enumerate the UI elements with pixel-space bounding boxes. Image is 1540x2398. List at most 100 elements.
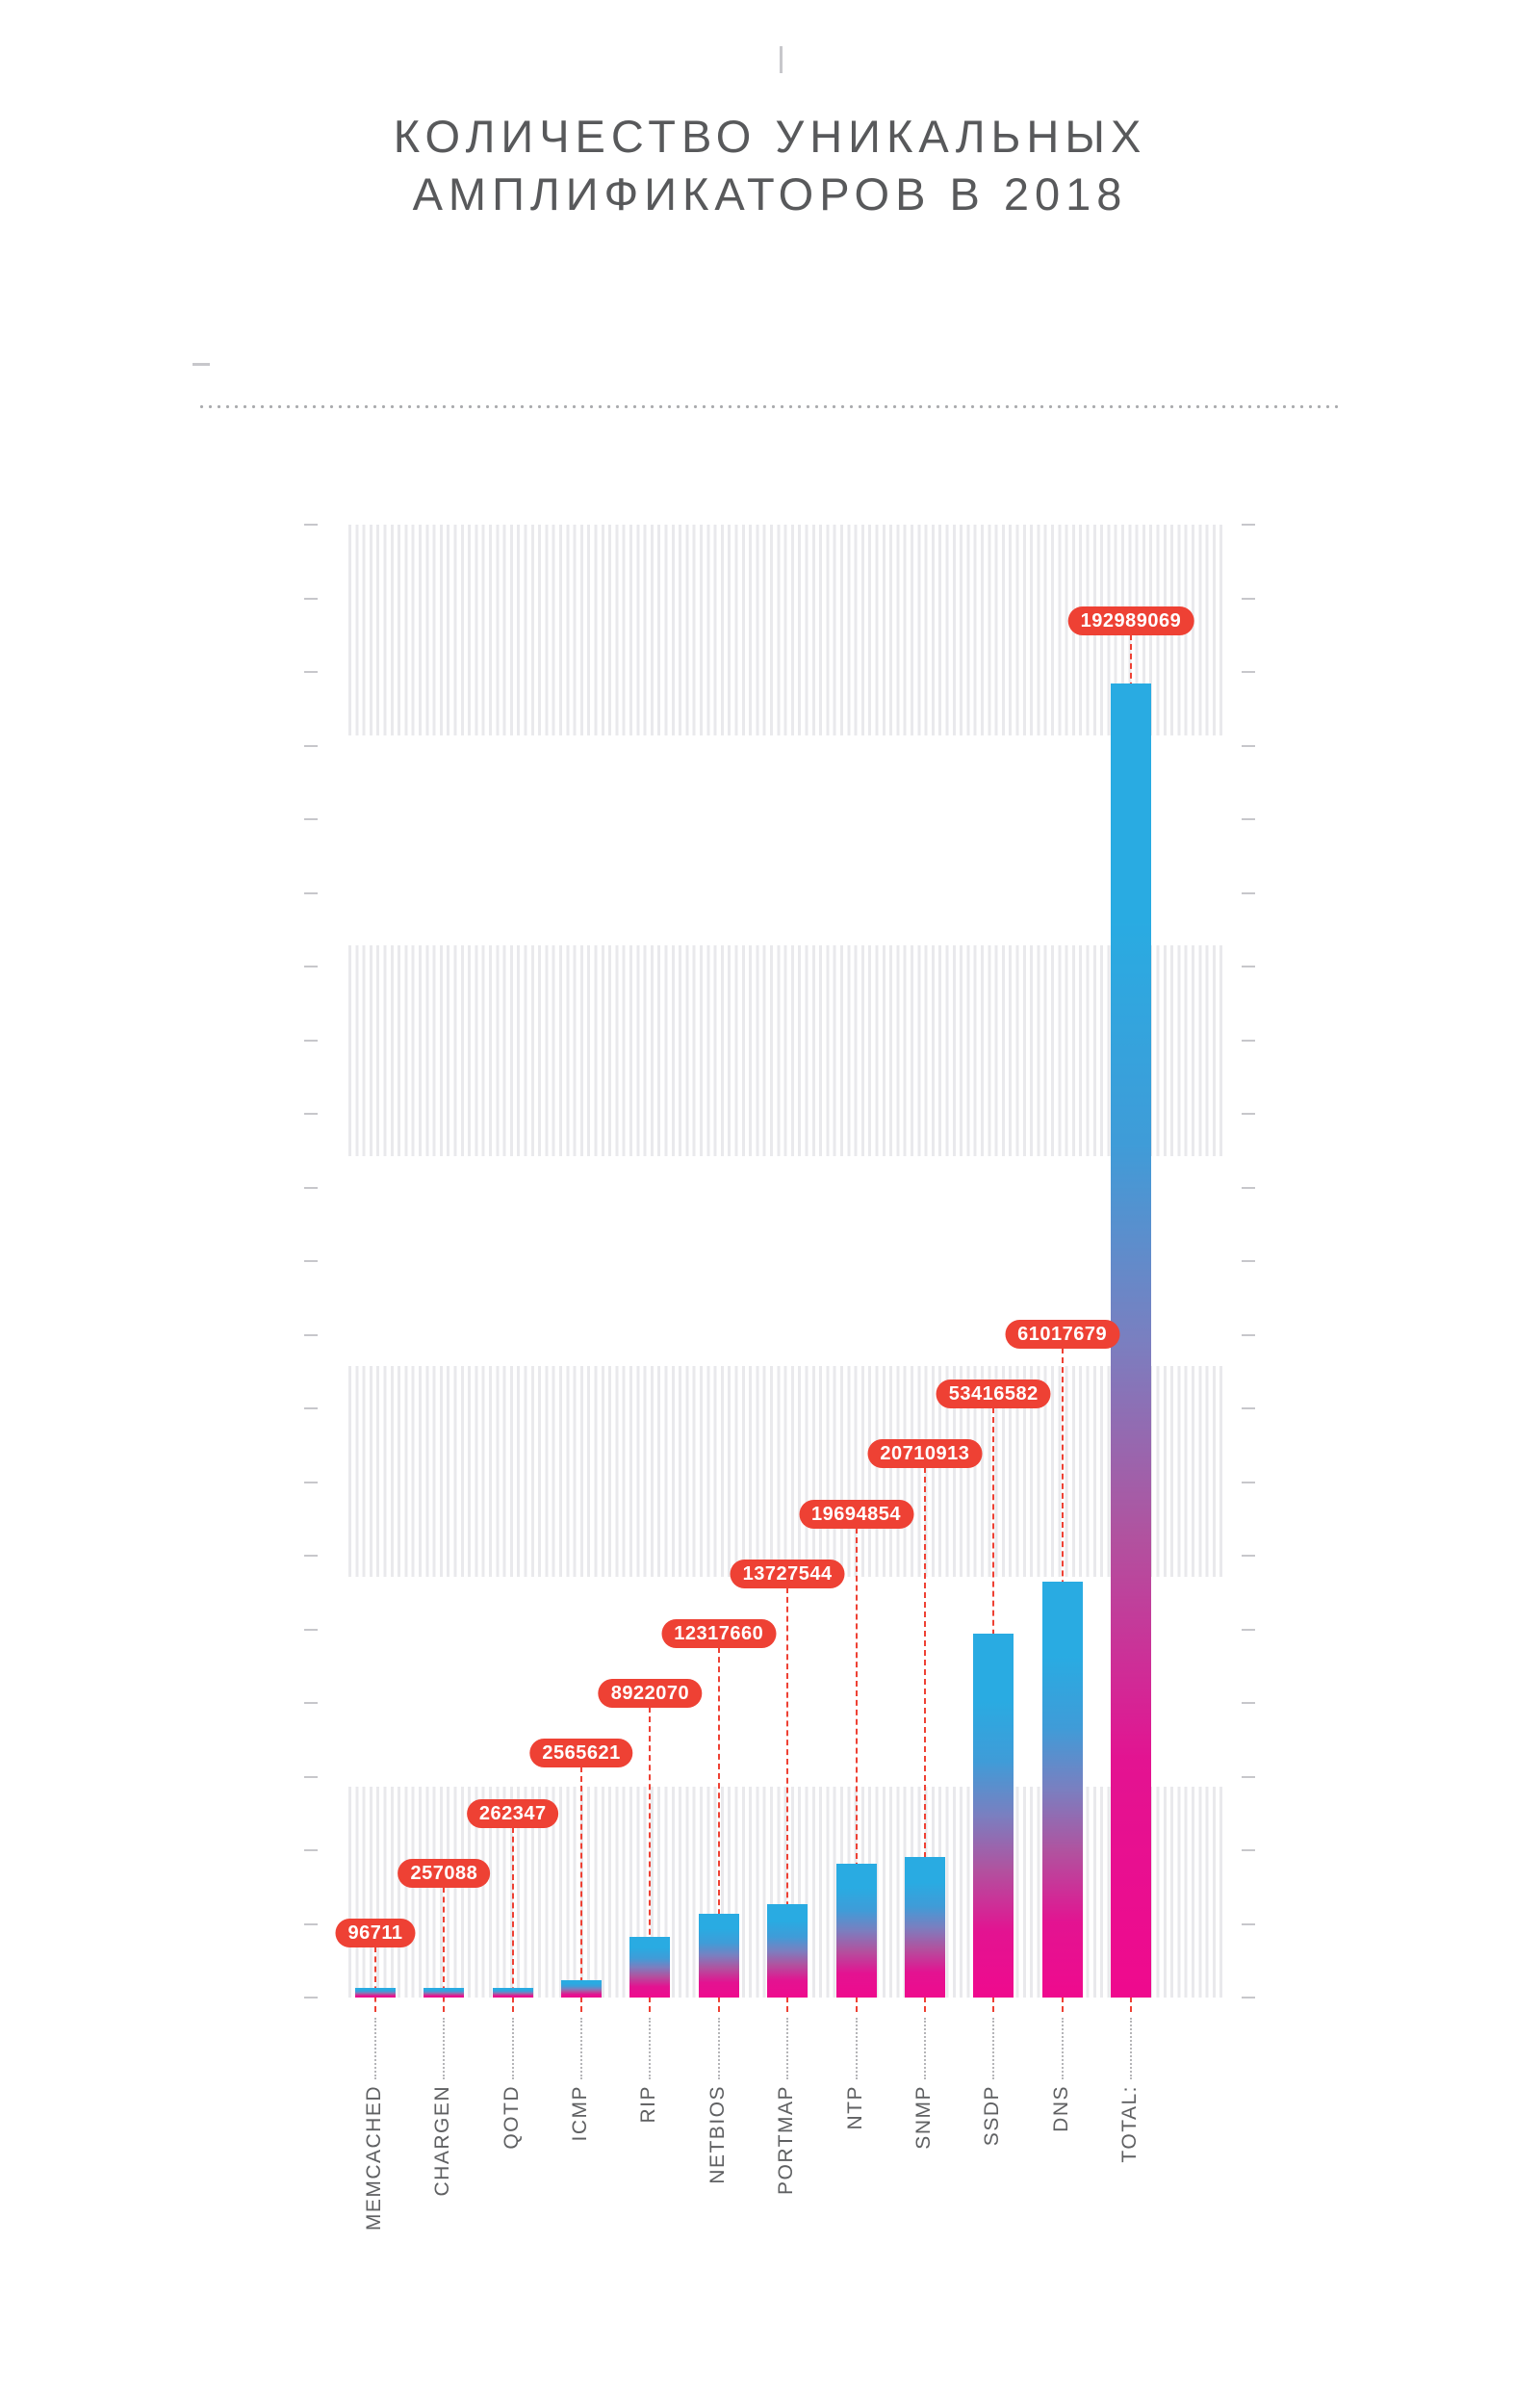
category-leader-line bbox=[992, 2018, 995, 2079]
left-axis-tick bbox=[304, 966, 318, 967]
right-axis-tick bbox=[1242, 1775, 1255, 1778]
registration-mark-left bbox=[192, 363, 210, 366]
bar bbox=[835, 1863, 877, 1998]
bar bbox=[424, 1988, 465, 1998]
left-axis-tick bbox=[304, 1113, 318, 1115]
chart-title-line2: АМПЛИФИКАТОРОВ В 2018 bbox=[412, 168, 1128, 219]
badge-leader-line bbox=[855, 1527, 858, 2012]
category-label: QOTD bbox=[500, 2085, 523, 2150]
category-leader-line bbox=[580, 2018, 583, 2079]
bar bbox=[1041, 1582, 1083, 1998]
right-axis-tick bbox=[1242, 891, 1255, 894]
bar bbox=[561, 1979, 603, 1998]
value-badge: 12317660 bbox=[661, 1619, 777, 1648]
badge-leader-line bbox=[443, 1886, 446, 2012]
bar bbox=[904, 1856, 945, 1998]
value-badge: 192989069 bbox=[1067, 606, 1194, 635]
left-axis-tick bbox=[304, 1407, 318, 1409]
left-axis-tick bbox=[304, 744, 318, 747]
category-leader-line bbox=[1061, 2018, 1064, 2079]
left-axis-tick bbox=[304, 597, 318, 600]
bar bbox=[698, 1913, 739, 1998]
right-axis-tick bbox=[1242, 818, 1255, 820]
category-label: ICMP bbox=[569, 2085, 592, 2142]
badge-leader-line bbox=[786, 1586, 789, 2012]
right-axis-tick bbox=[1242, 597, 1255, 600]
left-axis-tick bbox=[304, 1628, 318, 1631]
right-axis-tick bbox=[1242, 1333, 1255, 1336]
right-axis-tick bbox=[1242, 1113, 1255, 1115]
right-axis-tick bbox=[1242, 1186, 1255, 1189]
category-label: NTP bbox=[843, 2085, 866, 2130]
right-axis-tick bbox=[1242, 1555, 1255, 1557]
category-label: DNS bbox=[1049, 2085, 1072, 2132]
category-label: SSDP bbox=[981, 2085, 1004, 2147]
category-label: PORTMAP bbox=[775, 2085, 798, 2195]
left-axis-tick bbox=[304, 1849, 318, 1851]
value-badge: 2565621 bbox=[529, 1739, 633, 1768]
value-badge: 13727544 bbox=[730, 1559, 845, 1588]
badge-leader-line bbox=[374, 1947, 376, 2012]
left-axis-tick bbox=[304, 891, 318, 894]
left-axis-tick bbox=[304, 1260, 318, 1262]
category-label: MEMCACHED bbox=[363, 2085, 385, 2231]
badge-leader-line bbox=[649, 1707, 652, 2012]
bar bbox=[767, 1903, 808, 1998]
value-badge: 20710913 bbox=[867, 1439, 983, 1469]
category-leader-line bbox=[511, 2018, 514, 2079]
bar bbox=[492, 1988, 533, 1998]
left-axis-tick bbox=[304, 1555, 318, 1557]
right-axis-tick bbox=[1242, 1997, 1255, 1998]
chart-title: КОЛИЧЕСТВО УНИКАЛЬНЫХ АМПЛИФИКАТОРОВ В 2… bbox=[0, 108, 1540, 223]
value-badge: 8922070 bbox=[598, 1679, 703, 1709]
right-axis-tick bbox=[1242, 1407, 1255, 1409]
right-axis-tick bbox=[1242, 671, 1255, 673]
left-axis-tick bbox=[304, 818, 318, 820]
category-leader-line bbox=[1129, 2018, 1132, 2079]
right-axis-tick bbox=[1242, 966, 1255, 967]
chart-title-line1: КОЛИЧЕСТВО УНИКАЛЬНЫХ bbox=[393, 111, 1147, 162]
right-axis-tick bbox=[1242, 744, 1255, 747]
category-leader-line bbox=[374, 2018, 376, 2079]
left-axis-tick bbox=[304, 1702, 318, 1704]
left-axis-tick bbox=[304, 1186, 318, 1189]
value-badge: 262347 bbox=[466, 1798, 559, 1828]
category-leader-line bbox=[923, 2018, 926, 2079]
category-label: NETBIOS bbox=[706, 2085, 729, 2184]
left-axis-tick bbox=[304, 1481, 318, 1483]
category-label: TOTAL: bbox=[1117, 2085, 1141, 2163]
left-axis-tick bbox=[304, 1039, 318, 1042]
right-axis-tick bbox=[1242, 524, 1255, 526]
left-axis-tick bbox=[304, 671, 318, 673]
category-leader-line bbox=[855, 2018, 858, 2079]
category-label: CHARGEN bbox=[431, 2085, 454, 2197]
category-leader-line bbox=[443, 2018, 446, 2079]
dotted-divider bbox=[197, 404, 1338, 409]
background-stripe-band bbox=[348, 945, 1224, 1156]
left-axis-tick bbox=[304, 1333, 318, 1336]
right-axis-tick bbox=[1242, 1922, 1255, 1925]
category-leader-line bbox=[649, 2018, 652, 2079]
right-axis-tick bbox=[1242, 1849, 1255, 1851]
registration-mark-top bbox=[780, 46, 783, 73]
value-badge: 61017679 bbox=[1005, 1320, 1120, 1349]
right-axis-tick bbox=[1242, 1481, 1255, 1483]
category-leader-line bbox=[786, 2018, 789, 2079]
category-label: SNMP bbox=[911, 2085, 935, 2150]
left-axis-tick bbox=[304, 524, 318, 526]
right-axis-tick bbox=[1242, 1702, 1255, 1704]
badge-leader-line bbox=[923, 1467, 926, 2012]
value-badge: 19694854 bbox=[799, 1499, 914, 1529]
right-axis-tick bbox=[1242, 1260, 1255, 1262]
category-leader-line bbox=[717, 2018, 720, 2079]
badge-leader-line bbox=[511, 1826, 514, 2012]
bar bbox=[629, 1936, 671, 1998]
left-axis-tick bbox=[304, 1775, 318, 1778]
right-axis-tick bbox=[1242, 1039, 1255, 1042]
left-axis-tick bbox=[304, 1922, 318, 1925]
badge-leader-line bbox=[717, 1647, 720, 2012]
value-badge: 96711 bbox=[335, 1919, 416, 1947]
value-badge: 53416582 bbox=[936, 1379, 1051, 1409]
value-badge: 257088 bbox=[398, 1858, 491, 1888]
badge-leader-line bbox=[580, 1766, 583, 2012]
